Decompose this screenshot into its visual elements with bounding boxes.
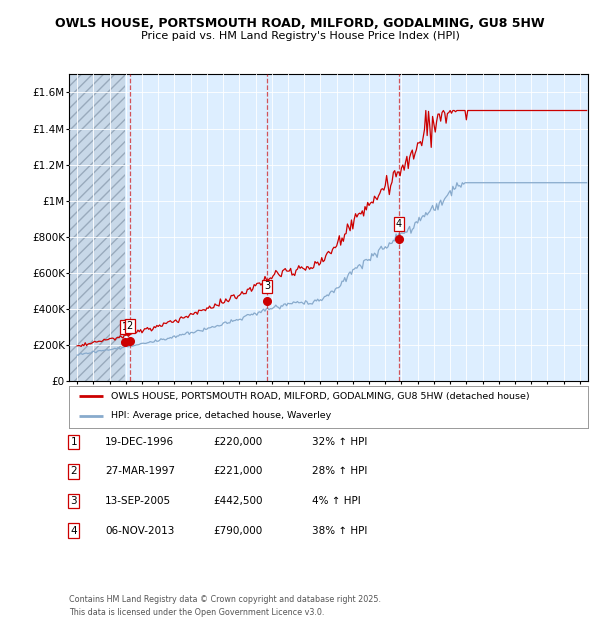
Text: £790,000: £790,000: [213, 526, 262, 536]
Text: 3: 3: [264, 281, 270, 291]
Text: 1: 1: [70, 437, 77, 447]
Text: £442,500: £442,500: [213, 496, 263, 506]
Text: OWLS HOUSE, PORTSMOUTH ROAD, MILFORD, GODALMING, GU8 5HW: OWLS HOUSE, PORTSMOUTH ROAD, MILFORD, GO…: [55, 17, 545, 30]
Text: 4: 4: [70, 526, 77, 536]
Text: £221,000: £221,000: [213, 466, 262, 476]
Text: 27-MAR-1997: 27-MAR-1997: [105, 466, 175, 476]
Text: 3: 3: [70, 496, 77, 506]
Text: 38% ↑ HPI: 38% ↑ HPI: [312, 526, 367, 536]
Text: 06-NOV-2013: 06-NOV-2013: [105, 526, 175, 536]
Text: 2: 2: [70, 466, 77, 476]
Text: 1: 1: [122, 322, 128, 332]
Text: Contains HM Land Registry data © Crown copyright and database right 2025.
This d: Contains HM Land Registry data © Crown c…: [69, 595, 381, 617]
Text: 4% ↑ HPI: 4% ↑ HPI: [312, 496, 361, 506]
Text: 13-SEP-2005: 13-SEP-2005: [105, 496, 171, 506]
Text: £220,000: £220,000: [213, 437, 262, 447]
Text: 28% ↑ HPI: 28% ↑ HPI: [312, 466, 367, 476]
Text: 32% ↑ HPI: 32% ↑ HPI: [312, 437, 367, 447]
Text: HPI: Average price, detached house, Waverley: HPI: Average price, detached house, Wave…: [110, 412, 331, 420]
Text: Price paid vs. HM Land Registry's House Price Index (HPI): Price paid vs. HM Land Registry's House …: [140, 31, 460, 41]
Bar: [69, 74, 125, 381]
Text: 4: 4: [396, 219, 402, 229]
Text: 19-DEC-1996: 19-DEC-1996: [105, 437, 174, 447]
Text: OWLS HOUSE, PORTSMOUTH ROAD, MILFORD, GODALMING, GU8 5HW (detached house): OWLS HOUSE, PORTSMOUTH ROAD, MILFORD, GO…: [110, 392, 529, 401]
Text: 2: 2: [127, 321, 133, 330]
